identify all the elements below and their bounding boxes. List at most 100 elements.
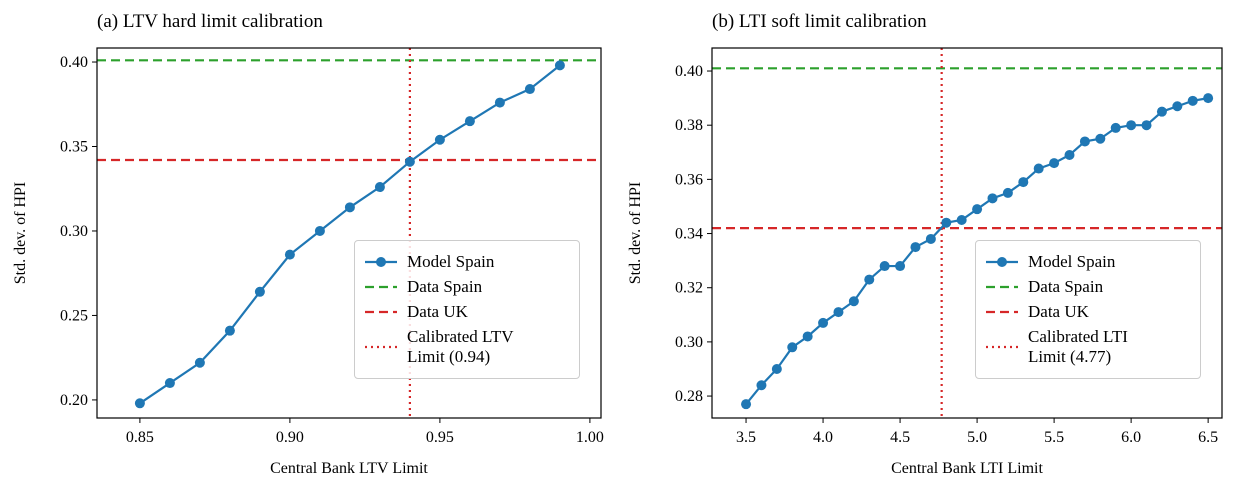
data-point (1095, 133, 1106, 144)
data-point (1033, 163, 1044, 174)
data-point (344, 202, 355, 213)
legend-swatch (986, 345, 1018, 349)
data-point (848, 296, 859, 307)
legend-entry: Data Spain (984, 277, 1192, 297)
data-point (1141, 120, 1152, 131)
y-tick-label: 0.25 (60, 307, 88, 324)
legend-marker (997, 257, 1007, 267)
data-point (1110, 122, 1121, 133)
legend-label: Data Spain (407, 277, 483, 296)
legend-marker (376, 257, 386, 267)
data-point (434, 134, 445, 145)
x-tick-label: 1.00 (576, 429, 604, 446)
x-tick-label: 3.5 (736, 429, 756, 446)
legend-swatch (365, 257, 397, 267)
legend-label: Data Spain (1028, 277, 1104, 296)
x-tick-label: 0.90 (276, 429, 304, 446)
data-point (1079, 136, 1090, 147)
data-point (284, 249, 295, 260)
data-point (194, 357, 205, 368)
x-axis-label: Central Bank LTV Limit (270, 460, 428, 477)
data-point (1018, 177, 1029, 188)
data-point (818, 317, 829, 328)
data-point (833, 307, 844, 318)
legend-label: Calibrated LTV Limit (0.94) (407, 327, 514, 366)
data-point (554, 60, 565, 71)
data-point (1064, 149, 1075, 160)
y-tick-label: 0.40 (60, 54, 88, 71)
data-point (1002, 187, 1013, 198)
x-tick-label: 6.0 (1121, 429, 1141, 446)
legend: Model Spain Data Spain Data UK Calibrated L… (354, 240, 580, 379)
x-axis-label: Central Bank LTI Limit (891, 460, 1043, 477)
data-point (1156, 106, 1167, 117)
data-point (404, 156, 415, 167)
data-point (254, 286, 265, 297)
data-point (925, 233, 936, 244)
y-tick-label: 0.20 (60, 392, 88, 409)
data-point (314, 225, 325, 236)
axes-frame (711, 47, 1223, 419)
legend-swatch (365, 310, 397, 314)
data-point (956, 214, 967, 225)
data-point (374, 182, 385, 193)
data-point (802, 331, 813, 342)
x-tick-label: 6.5 (1198, 429, 1218, 446)
legend-label: Data UK (1028, 302, 1089, 321)
data-point (972, 204, 983, 215)
data-point (864, 274, 875, 285)
legend-swatch (365, 345, 397, 349)
data-point (164, 378, 175, 389)
y-tick-label: 0.35 (60, 138, 88, 155)
legend-swatch (986, 285, 1018, 289)
y-tick-label: 0.34 (675, 226, 703, 243)
axes-frame (96, 47, 602, 419)
legend-swatch (986, 310, 1018, 314)
data-point (524, 84, 535, 95)
legend-entry: Model Spain (363, 252, 571, 272)
data-point (741, 399, 752, 410)
y-tick-label: 0.30 (675, 334, 703, 351)
legend-swatch (365, 285, 397, 289)
y-tick-label: 0.40 (675, 63, 703, 80)
x-tick-label: 0.95 (426, 429, 454, 446)
x-tick-label: 5.0 (967, 429, 987, 446)
y-tick-label: 0.28 (675, 388, 703, 405)
data-point (787, 342, 798, 353)
legend-entry: Data UK (984, 302, 1192, 322)
x-tick-label: 5.5 (1044, 429, 1064, 446)
data-point (910, 242, 921, 253)
legend-label: Model Spain (1028, 252, 1116, 271)
legend-label: Model Spain (407, 252, 495, 271)
data-point (134, 398, 145, 409)
data-point (771, 363, 782, 374)
legend-entry: Calibrated LTV Limit (0.94) (363, 327, 571, 367)
legend: Model Spain Data Spain Data UK Calibrated L… (975, 240, 1201, 379)
data-point (224, 325, 235, 336)
legend-label: Data UK (407, 302, 468, 321)
data-point (464, 116, 475, 127)
legend-entry: Data UK (363, 302, 571, 322)
legend-entry: Data Spain (363, 277, 571, 297)
data-point (756, 380, 767, 391)
legend-entry: Model Spain (984, 252, 1192, 272)
x-tick-label: 4.5 (890, 429, 910, 446)
legend-entry: Calibrated LTI Limit (4.77) (984, 327, 1192, 367)
y-axis-label: Std. dev. of HPI (12, 182, 29, 285)
y-tick-label: 0.30 (60, 223, 88, 240)
y-axis-label: Std. dev. of HPI (627, 182, 644, 285)
data-point (1049, 158, 1060, 169)
y-tick-label: 0.36 (675, 171, 703, 188)
data-point (1187, 95, 1198, 106)
data-point (987, 193, 998, 204)
legend-swatch (986, 257, 1018, 267)
chart-title: (b) LTI soft limit calibration (712, 11, 927, 32)
data-point (941, 217, 952, 228)
x-tick-label: 4.0 (813, 429, 833, 446)
data-point (879, 261, 890, 272)
y-tick-label: 0.32 (675, 280, 703, 297)
legend-label: Calibrated LTI Limit (4.77) (1028, 327, 1128, 366)
x-tick-label: 0.85 (126, 429, 154, 446)
